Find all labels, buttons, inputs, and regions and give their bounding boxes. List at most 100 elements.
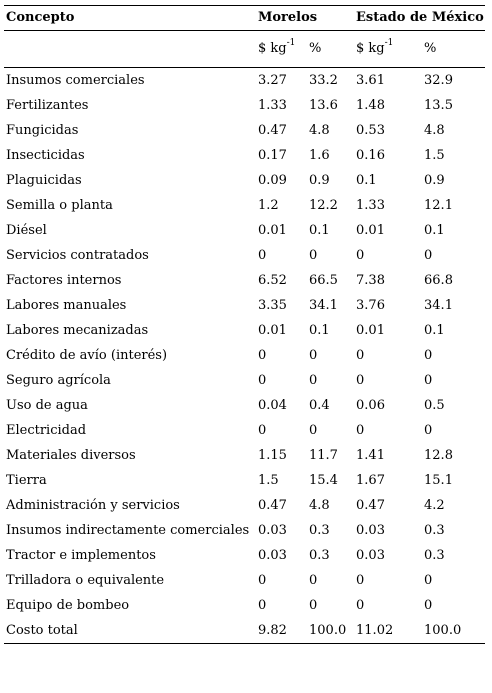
cell-morelos-pct: 0.4 [309, 398, 330, 413]
cell-morelos-kg: 1.2 [258, 198, 279, 213]
header-concepto: Concepto [4, 5, 256, 31]
table-row: Costo total 9.82 100.0 11.02 100.0 [4, 618, 486, 644]
cell-morelos-kg: 3.35 [258, 298, 287, 313]
cell-morelos-kg: 0.17 [258, 148, 287, 163]
cell-concepto: Tierra [6, 473, 47, 488]
cell-edomex-pct: 0 [424, 423, 433, 438]
cell-morelos-kg: 0.04 [258, 398, 287, 413]
table-body: Insumos comerciales 3.27 33.2 3.61 32.9 Ferti… [4, 68, 486, 644]
cell-edomex-kg: 0.53 [356, 123, 385, 138]
cell-concepto: Tractor e implementos [6, 548, 156, 563]
cell-morelos-pct: 0 [309, 248, 318, 263]
unit-label: $ kg [258, 41, 287, 56]
cell-edomex-pct: 0.1 [424, 323, 445, 338]
cell-concepto: Fertilizantes [6, 98, 89, 113]
header-units-blank [4, 30, 256, 68]
table-row: Trilladora o equivalente 0 0 0 0 [4, 568, 485, 593]
cell-morelos-kg: 0 [258, 348, 267, 363]
cell-edomex-pct: 100.0 [422, 618, 486, 644]
table-row: Tractor e implementos 0.03 0.3 0.03 0.3 [4, 543, 485, 568]
cell-morelos-kg: 0.01 [258, 323, 287, 338]
cell-edomex-kg: 0 [356, 373, 365, 388]
header-estado-de-mexico: Estado de México [354, 5, 486, 31]
table-row: Diésel 0.01 0.1 0.01 0.1 [4, 218, 485, 243]
table-row: Fertilizantes 1.33 13.6 1.48 13.5 [4, 93, 485, 118]
cell-concepto: Insumos indirectamente comerciales [6, 523, 250, 538]
cell-morelos-kg: 0 [258, 423, 267, 438]
cell-concepto: Labores manuales [6, 298, 127, 313]
cell-morelos-pct: 4.8 [309, 498, 330, 513]
header-edomex-percent: % [422, 30, 486, 68]
cell-morelos-kg: 0.47 [258, 498, 287, 513]
cell-edomex-pct: 15.1 [424, 473, 453, 488]
cell-edomex-kg: 0 [356, 573, 365, 588]
cell-morelos-kg: 1.5 [258, 473, 279, 488]
cell-edomex-kg: 0 [356, 348, 365, 363]
cell-edomex-pct: 13.5 [424, 98, 453, 113]
cell-morelos-kg: 9.82 [256, 618, 307, 644]
table-row: Labores mecanizadas 0.01 0.1 0.01 0.1 [4, 318, 485, 343]
cell-edomex-pct: 0.3 [424, 548, 445, 563]
cell-edomex-pct: 12.8 [424, 448, 453, 463]
cell-edomex-kg: 1.67 [356, 473, 385, 488]
cell-morelos-pct: 13.6 [309, 98, 338, 113]
unit-label: $ kg [356, 41, 385, 56]
cell-morelos-pct: 0.1 [309, 323, 330, 338]
cell-edomex-kg: 1.41 [356, 448, 385, 463]
cell-morelos-kg: 6.52 [258, 273, 287, 288]
cell-morelos-pct: 1.6 [309, 148, 330, 163]
table-row: Insumos comerciales 3.27 33.2 3.61 32.9 [4, 68, 485, 94]
cell-edomex-pct: 0.9 [424, 173, 445, 188]
cell-morelos-pct: 0 [309, 348, 318, 363]
cell-morelos-pct: 0 [309, 373, 318, 388]
cell-morelos-kg: 1.15 [258, 448, 287, 463]
cell-edomex-kg: 0 [356, 423, 365, 438]
cell-concepto: Semilla o planta [6, 198, 113, 213]
cell-morelos-kg: 0.03 [258, 548, 287, 563]
cell-concepto: Materiales diversos [6, 448, 136, 463]
table-header: Concepto Morelos Estado de México $ kg-1… [4, 5, 486, 68]
cell-concepto: Plaguicidas [6, 173, 82, 188]
cell-morelos-pct: 100.0 [307, 618, 355, 644]
cell-edomex-pct: 4.8 [424, 123, 445, 138]
cell-concepto: Factores internos [6, 273, 122, 288]
cell-edomex-pct: 12.1 [424, 198, 453, 213]
cell-edomex-kg: 0.03 [356, 548, 385, 563]
cell-edomex-kg: 3.76 [356, 298, 385, 313]
cell-edomex-pct: 66.8 [424, 273, 453, 288]
cell-concepto: Insecticidas [6, 148, 85, 163]
cell-concepto: Equipo de bombeo [6, 598, 130, 613]
cell-edomex-kg: 0.16 [356, 148, 385, 163]
cell-concepto: Insumos comerciales [6, 73, 145, 88]
cell-edomex-pct: 0.3 [424, 523, 445, 538]
cell-edomex-pct: 0 [424, 348, 433, 363]
table-row: Semilla o planta 1.2 12.2 1.33 12.1 [4, 193, 485, 218]
cell-morelos-pct: 0.3 [309, 548, 330, 563]
cell-edomex-kg: 0 [356, 598, 365, 613]
cell-morelos-pct: 34.1 [309, 298, 338, 313]
cell-concepto: Seguro agrícola [6, 373, 111, 388]
cell-morelos-kg: 0 [258, 573, 267, 588]
table-row: Labores manuales 3.35 34.1 3.76 34.1 [4, 293, 485, 318]
unit-exponent: -1 [286, 37, 296, 48]
cell-morelos-pct: 11.7 [309, 448, 338, 463]
cell-morelos-pct: 15.4 [309, 473, 338, 488]
header-morelos: Morelos [256, 5, 355, 31]
cell-morelos-pct: 0.3 [309, 523, 330, 538]
cell-edomex-kg: 0.47 [356, 498, 385, 513]
cell-edomex-kg: 0.1 [356, 173, 377, 188]
cell-edomex-pct: 0 [424, 373, 433, 388]
cell-morelos-pct: 12.2 [309, 198, 338, 213]
cell-morelos-kg: 0.47 [258, 123, 287, 138]
header-row-groups: Concepto Morelos Estado de México [4, 5, 486, 31]
cell-concepto: Crédito de avío (interés) [6, 348, 168, 363]
cell-edomex-kg: 7.38 [356, 273, 385, 288]
cell-edomex-kg: 0.06 [356, 398, 385, 413]
header-row-units: $ kg-1 % $ kg-1 % [4, 30, 486, 68]
cell-morelos-pct: 0 [309, 598, 318, 613]
cost-table-container: Concepto Morelos Estado de México $ kg-1… [4, 5, 486, 644]
table-row: Factores internos 6.52 66.5 7.38 66.8 [4, 268, 485, 293]
table-row: Plaguicidas 0.09 0.9 0.1 0.9 [4, 168, 485, 193]
table-row: Electricidad 0 0 0 0 [4, 418, 485, 443]
cell-morelos-kg: 1.33 [258, 98, 287, 113]
